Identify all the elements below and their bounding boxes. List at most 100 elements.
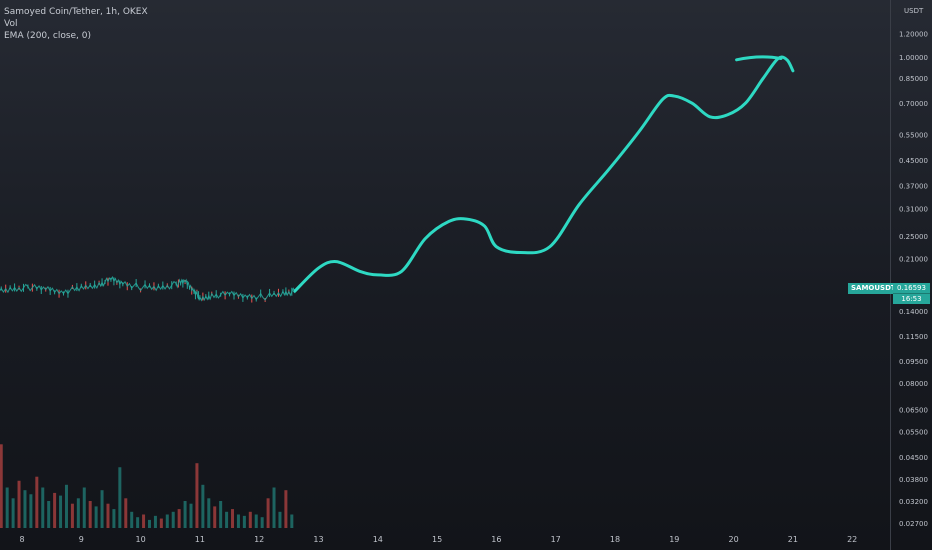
volume-bar [82,487,86,528]
volume-bar [76,498,80,528]
price-tick-label: 0.85000 [899,75,928,83]
volume-bar [106,503,110,528]
price-tick-label: 0.11500 [899,333,928,341]
price-tick-label: 0.06500 [899,407,928,415]
volume-bar [272,487,276,528]
time-tick-label: 21 [788,535,798,544]
price-series-line [0,275,296,302]
volume-bar [195,463,199,528]
volume-bar [213,506,217,528]
legend-volume[interactable]: Vol [4,19,18,29]
volume-bar [23,490,27,528]
volume-bar [236,514,240,528]
volume-bar [130,511,134,528]
time-tick-label: 19 [669,535,679,544]
volume-bar [59,495,63,528]
time-tick-label: 18 [610,535,620,544]
volume-bar [35,476,39,528]
price-tick-label: 0.25000 [899,233,928,241]
time-tick-label: 17 [551,535,561,544]
volume-bar [11,498,15,528]
price-tick-label: 0.05500 [899,428,928,436]
time-tick-label: 12 [254,535,264,544]
volume-bar [284,490,288,528]
volume-bar [17,480,21,528]
volume-bar [278,511,282,528]
price-tick-label: 0.55000 [899,131,928,139]
volume-bar [100,490,104,528]
volume-bar [183,501,187,528]
symbol-price-tag: SAMOUSDT [848,283,899,294]
time-tick-label: 8 [19,535,24,544]
last-price-separator [893,293,930,294]
volume-bar [248,511,252,528]
time-tick-label: 11 [195,535,205,544]
volume-bar [207,498,211,528]
time-tick-label: 9 [79,535,84,544]
volume-bar [225,511,229,528]
volume-bar [88,501,92,528]
volume-bar [254,514,258,528]
volume-bar [53,492,57,528]
time-tick-label: 16 [491,535,501,544]
price-tick-label: 0.04500 [899,454,928,462]
volume-bar [290,514,294,528]
price-tick-label: 0.45000 [899,157,928,165]
price-tick-label: 0.14000 [899,308,928,316]
projection-flourish[interactable] [735,55,783,62]
volume-bar [142,514,146,528]
volume-bar [41,487,45,528]
volume-bar [5,487,9,528]
volume-bar [147,519,151,528]
volume-bar [112,509,116,528]
volume-bar [260,517,264,528]
time-tick-label: 15 [432,535,442,544]
time-tick-label: 22 [847,535,857,544]
volume-bar [64,484,68,528]
chart-legend: Samoyed Coin/Tether, 1h, OKEX Vol EMA (2… [4,6,148,42]
bar-countdown: 16:53 [901,295,922,303]
volume-bar [171,511,175,528]
legend-title[interactable]: Samoyed Coin/Tether, 1h, OKEX [4,7,148,17]
price-tick-label: 0.08000 [899,380,928,388]
price-tick-label: 0.03200 [899,498,928,506]
projection-drawing[interactable] [293,55,795,293]
volume-bar [70,503,74,528]
last-price-value: 0.16593 [897,284,926,292]
legend-ema[interactable]: EMA (200, close, 0) [4,31,92,41]
volume-bar [0,444,3,528]
volume-bar [136,517,140,528]
volume-bar [219,501,223,528]
volume-bar [242,515,246,528]
volume-bar [153,515,157,528]
volume-bar [201,484,205,528]
price-axis-border [890,0,891,550]
price-tick-label: 1.20000 [899,31,928,39]
price-axis-unit: USDT [904,7,924,15]
volume-bar [159,518,163,528]
volume-bar [177,509,181,528]
time-tick-label: 10 [136,535,146,544]
time-tick-label: 20 [729,535,739,544]
price-tick-label: 0.31000 [899,205,928,213]
volume-bar [29,494,33,528]
price-tick-label: 0.70000 [899,100,928,108]
price-tick-label: 0.37000 [899,182,928,190]
time-tick-label: 13 [313,535,323,544]
volume-bar [118,467,122,528]
volume-bar [189,503,193,528]
volume-bar [94,506,98,528]
price-tick-label: 0.21000 [899,255,928,263]
volume-bar [124,498,128,528]
price-tick-label: 1.00000 [899,54,928,62]
price-tick-label: 0.02700 [899,520,928,528]
price-tick-label: 0.09500 [899,358,928,366]
volume-bar [47,501,51,528]
volume-bar [165,514,169,528]
volume-bar [266,498,270,528]
last-price-box: 0.16593 16:53 [893,283,930,304]
time-tick-label: 14 [373,535,383,544]
volume-bar [231,509,235,528]
price-tick-label: 0.03800 [899,476,928,484]
